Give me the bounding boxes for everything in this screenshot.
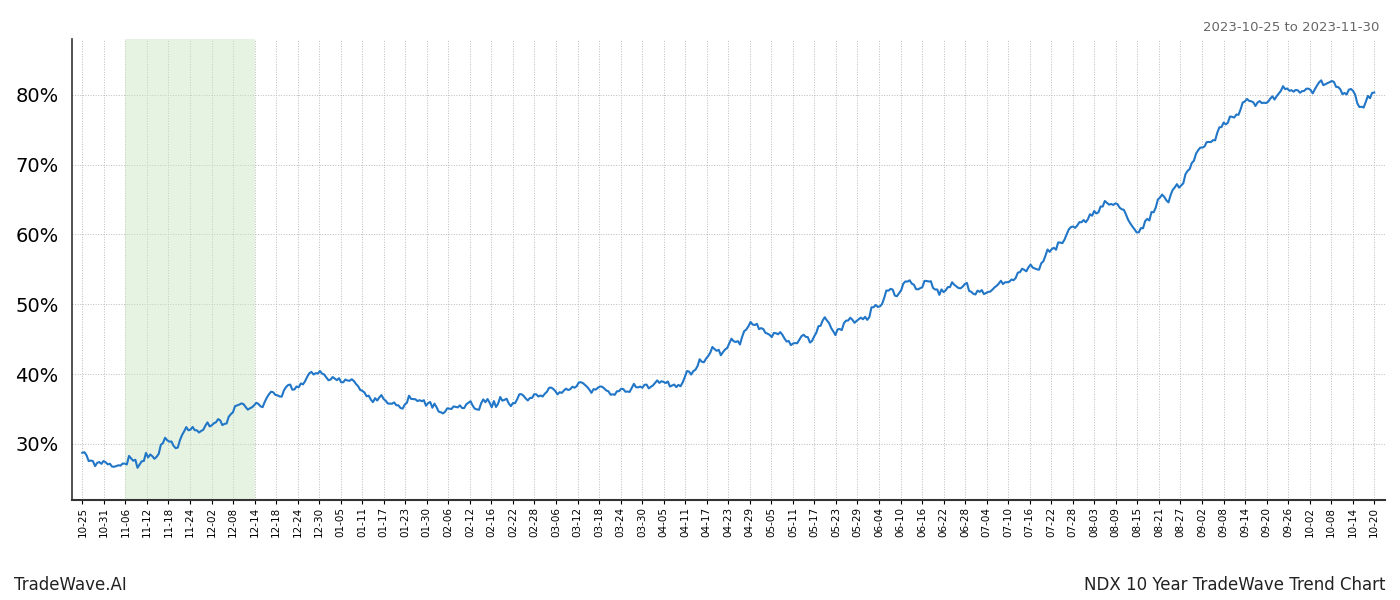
Bar xyxy=(126,39,255,500)
Text: NDX 10 Year TradeWave Trend Chart: NDX 10 Year TradeWave Trend Chart xyxy=(1085,576,1386,594)
Text: TradeWave.AI: TradeWave.AI xyxy=(14,576,127,594)
Text: 2023-10-25 to 2023-11-30: 2023-10-25 to 2023-11-30 xyxy=(1203,21,1379,34)
